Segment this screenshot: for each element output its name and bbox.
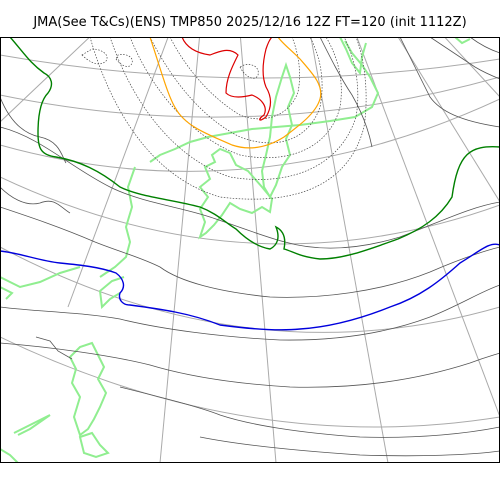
- map-background: [0, 37, 500, 463]
- coastline-kuril: [0, 266, 81, 289]
- isotherm: [35, 336, 73, 360]
- isotherm-dotted: [89, 37, 367, 200]
- latitude-line: [0, 76, 500, 118]
- coastline-ne: [454, 37, 471, 45]
- isotherm-green: [9, 37, 500, 260]
- longitude-line: [356, 37, 500, 418]
- longitude-line: [0, 37, 91, 123]
- isotherm: [0, 342, 500, 388]
- isotherm: [0, 186, 71, 214]
- isotherm: [399, 37, 500, 128]
- coastline-alaska: [339, 37, 367, 76]
- isotherm-dotted: [149, 37, 323, 144]
- coastline-southwest: [13, 414, 51, 436]
- isotherm-dotted: [81, 48, 108, 65]
- map-panel[interactable]: [0, 37, 500, 463]
- coastline-sea: [0, 286, 14, 300]
- isotherm: [429, 37, 500, 80]
- coastline-east-asia: [198, 147, 274, 240]
- isotherm: [0, 96, 67, 164]
- longitude-line: [443, 37, 500, 98]
- coastline-coast-north: [98, 276, 125, 310]
- longitude-line: [67, 37, 169, 308]
- longitude-line: [397, 37, 500, 203]
- temperature-map: [0, 37, 500, 463]
- coastline-south: [0, 448, 19, 463]
- latitude-line: [0, 98, 500, 172]
- isotherm: [119, 386, 500, 438]
- isotherm: [199, 436, 500, 457]
- isotherm: [319, 37, 373, 148]
- longitude-line: [239, 37, 277, 463]
- longitude-line: [159, 37, 201, 463]
- map-title: JMA(See T&Cs)(ENS) TMP850 2025/12/16 12Z…: [33, 15, 467, 30]
- isotherms-grey: [0, 37, 500, 457]
- isotherm-dotted: [109, 37, 359, 180]
- isotherm: [0, 284, 500, 341]
- isotherm: [0, 206, 500, 298]
- isotherm-orange: [149, 37, 322, 149]
- isotherm-red: [181, 37, 273, 121]
- isotherm-dotted: [129, 37, 342, 159]
- latitude-line: [0, 54, 500, 79]
- isotherm-zero: [0, 243, 500, 331]
- latitude-line: [0, 176, 500, 245]
- isotherm: [469, 37, 500, 54]
- isotherm-dotted: [239, 64, 259, 79]
- isotherms-dotted: [81, 37, 367, 200]
- latitude-line: [0, 336, 500, 428]
- coastline-kamchatka: [260, 61, 296, 200]
- coastline-islands: [78, 431, 110, 459]
- coastline-japan: [68, 341, 108, 437]
